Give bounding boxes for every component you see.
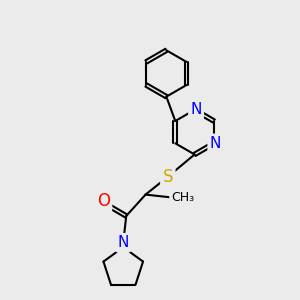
Text: N: N <box>210 136 221 151</box>
Text: N: N <box>190 102 202 117</box>
Text: S: S <box>163 168 173 186</box>
Text: CH₃: CH₃ <box>171 191 194 204</box>
Text: N: N <box>118 235 129 250</box>
Text: O: O <box>97 191 110 209</box>
